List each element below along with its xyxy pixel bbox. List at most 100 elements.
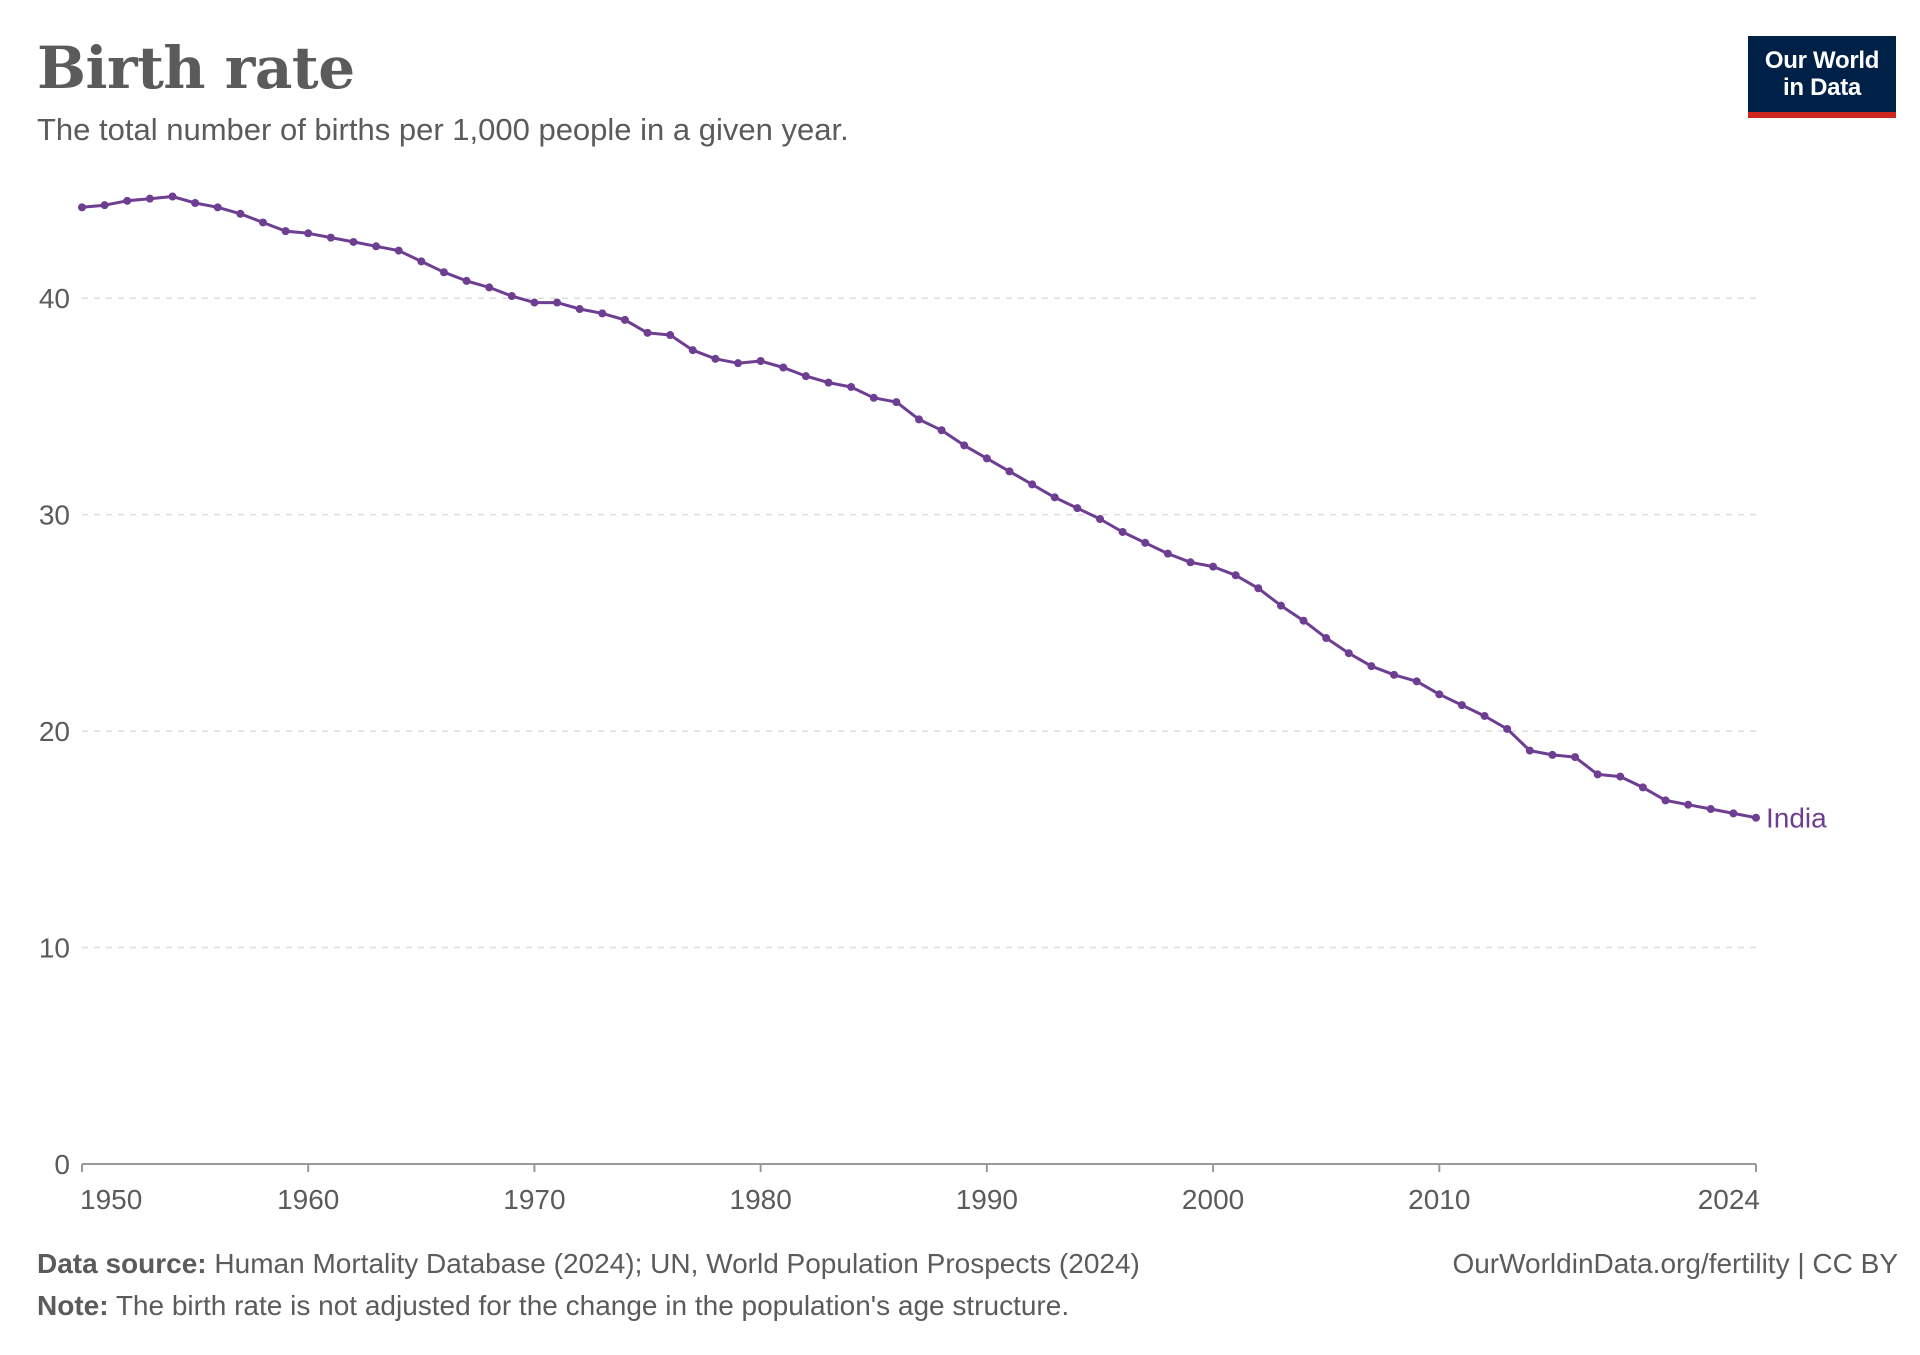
x-tick-label: 1990	[956, 1184, 1018, 1215]
data-point	[847, 382, 856, 391]
data-point	[100, 201, 109, 210]
logo-line-1: Our World	[1764, 47, 1880, 74]
data-point	[915, 415, 923, 424]
y-tick-label: 30	[39, 500, 70, 531]
data-point	[937, 426, 946, 435]
x-tick-label: 2024	[1698, 1184, 1760, 1215]
data-point	[1231, 571, 1240, 580]
data-point	[145, 194, 154, 203]
x-tick-label: 1960	[277, 1184, 339, 1215]
data-point	[1729, 809, 1738, 818]
chart-subtitle: The total number of births per 1,000 peo…	[37, 112, 849, 147]
data-point	[1186, 558, 1195, 567]
x-tick-label: 2000	[1182, 1184, 1244, 1215]
data-point	[1209, 562, 1218, 571]
data-point	[1684, 800, 1693, 809]
data-point	[1095, 514, 1104, 523]
y-tick-label: 10	[39, 933, 70, 964]
data-point	[756, 356, 765, 365]
series-label: India	[1766, 803, 1827, 834]
series-line-india	[80, 195, 1758, 820]
data-point	[801, 372, 810, 381]
data-point	[394, 246, 403, 255]
data-point	[78, 203, 86, 212]
data-point	[869, 393, 878, 402]
data-point	[372, 242, 381, 251]
data-point	[123, 196, 132, 205]
data-point	[643, 328, 652, 337]
data-point	[1163, 549, 1172, 558]
data-point	[1299, 616, 1308, 625]
data-point	[1367, 662, 1376, 671]
data-point	[1638, 783, 1647, 792]
data-point	[1118, 527, 1127, 536]
data-point	[1390, 670, 1399, 679]
chart-note-text: The birth rate is not adjusted for the c…	[108, 1290, 1070, 1321]
data-point	[824, 378, 833, 387]
data-point	[598, 309, 607, 318]
x-tick-label: 1950	[80, 1184, 142, 1215]
data-source-text: Human Mortality Database (2024); UN, Wor…	[206, 1248, 1140, 1279]
data-point	[1073, 504, 1082, 513]
attribution-link[interactable]: OurWorldinData.org/fertility | CC BY	[1452, 1248, 1898, 1279]
data-point	[1412, 677, 1421, 686]
data-point	[553, 298, 562, 307]
data-point	[281, 227, 290, 236]
x-tick-label: 1980	[730, 1184, 792, 1215]
y-tick-label: 40	[39, 283, 70, 314]
data-point	[711, 354, 720, 363]
x-tick-label: 1970	[503, 1184, 565, 1215]
data-point	[507, 292, 516, 301]
data-point	[168, 192, 177, 201]
data-point	[1005, 467, 1014, 476]
chart-note-label: Note:	[37, 1290, 109, 1321]
line-chart: 0 10 20 30 40 1950 1960 1970 1980 1990 2000 2010 202…	[39, 192, 1827, 1215]
chart-title: Birth rate	[37, 34, 355, 102]
data-point	[734, 359, 743, 368]
data-point	[688, 346, 697, 355]
data-point	[191, 198, 200, 207]
data-point	[304, 229, 313, 238]
data-point	[530, 298, 539, 307]
data-point	[1276, 601, 1285, 610]
data-point	[960, 441, 969, 450]
data-point	[439, 268, 448, 277]
data-point	[1706, 805, 1715, 814]
owid-logo[interactable]: Our World in Data	[1748, 36, 1896, 118]
data-point	[1593, 770, 1602, 779]
data-point	[575, 305, 584, 314]
data-source-label: Data source:	[37, 1248, 207, 1279]
data-point	[326, 233, 335, 242]
data-point	[1028, 480, 1037, 489]
data-source: Data source: Human Mortality Database (2…	[37, 1248, 1140, 1280]
data-point	[1141, 538, 1150, 547]
data-point	[620, 315, 629, 324]
data-point	[1752, 813, 1760, 822]
data-point	[982, 454, 991, 463]
logo-line-2: in Data	[1783, 74, 1861, 101]
data-point	[892, 398, 901, 407]
data-point	[349, 237, 358, 246]
data-point	[1548, 750, 1557, 759]
data-point	[1661, 796, 1670, 805]
y-tick-label: 20	[39, 716, 70, 747]
data-point	[1480, 711, 1489, 720]
data-point	[1322, 634, 1331, 643]
chart-note: Note: The birth rate is not adjusted for…	[37, 1290, 1069, 1322]
data-point	[485, 283, 494, 292]
data-point	[258, 218, 267, 227]
data-point	[779, 363, 788, 372]
logo-accent-bar	[1748, 112, 1896, 118]
data-point	[236, 209, 245, 218]
data-point	[1344, 649, 1353, 658]
data-point	[1616, 772, 1625, 781]
data-point	[1457, 701, 1466, 710]
data-point	[666, 331, 675, 340]
data-point	[1571, 753, 1580, 762]
data-point	[1050, 493, 1059, 502]
data-point	[1254, 584, 1263, 593]
y-tick-label: 0	[54, 1149, 70, 1180]
data-point	[1503, 724, 1512, 733]
data-point	[462, 276, 471, 285]
